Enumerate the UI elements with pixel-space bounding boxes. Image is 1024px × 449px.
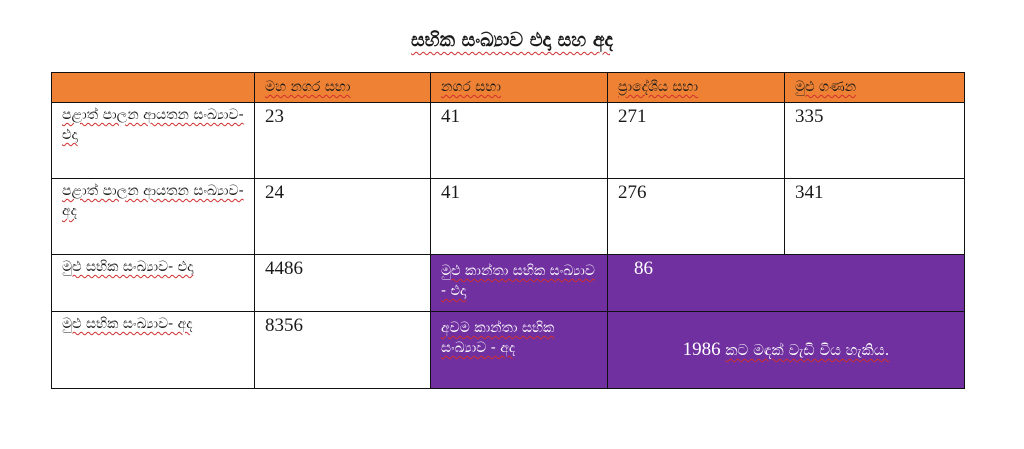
women-members-then-label: මුළු කාන්තා සභික සංඛ්‍යාව - එදා [430, 254, 608, 312]
row-label: පළාත් පාලන ආයතන සංඛ්‍යාව- එදා [51, 102, 255, 179]
table-cell: 8356 [254, 311, 431, 389]
comparison-table: මහ නගර සභා නගර සභා ප්‍රාදේශීය සභා මුළු ග… [51, 72, 965, 389]
table-cell: 24 [254, 178, 431, 255]
women-members-now-label: අවම කාන්තා සභික සංඛ්‍යාව - අද [430, 311, 608, 389]
row-label: මුළු සභික සංඛ්‍යාව- අද [51, 311, 255, 389]
table-row: මුළු සභික සංඛ්‍යාව- එදා 4486 මුළු කාන්තා… [51, 254, 965, 312]
table-cell: 41 [430, 178, 608, 255]
table-row: මුළු සභික සංඛ්‍යාව- අද 8356 අවම කාන්තා ස… [51, 311, 965, 389]
note-number: 1986 [682, 339, 721, 360]
header-cell-divisional-councils: ප්‍රාදේශීය සභා [607, 72, 785, 103]
header-cell-municipal-councils: මහ නගර සභා [254, 72, 431, 103]
page-title: සභික සංඛ්‍යාව එදා සහ අද [411, 29, 613, 51]
table-row: පළාත් පාලන ආයතන සංඛ්‍යාව- එදා 23 41 271 … [51, 102, 965, 179]
table-cell: 341 [784, 178, 965, 255]
women-members-then-value: 86 [607, 254, 965, 312]
table-cell: 4486 [254, 254, 431, 312]
header-cell-urban-councils: නගර සභා [430, 72, 608, 103]
header-cell-total: මුළු ගණන [784, 72, 965, 103]
table-cell: 41 [430, 102, 608, 179]
women-members-now-note: 1986 කට මඳක් වැඩි විය හැකිය. [607, 311, 965, 389]
table-header-row: මහ නගර සභා නගර සභා ප්‍රාදේශීය සභා මුළු ග… [51, 72, 965, 103]
row-label: මුළු සභික සංඛ්‍යාව- එදා [51, 254, 255, 312]
header-cell-empty [51, 72, 255, 103]
note-text: කට මඳක් වැඩි විය හැකිය. [725, 341, 890, 359]
table-cell: 23 [254, 102, 431, 179]
row-label: පළාත් පාලන ආයතන සංඛ්‍යාව- අද [51, 178, 255, 255]
table-cell: 271 [607, 102, 785, 179]
table-cell: 276 [607, 178, 785, 255]
table-cell: 335 [784, 102, 965, 179]
table-row: පළාත් පාලන ආයතන සංඛ්‍යාව- අද 24 41 276 3… [51, 178, 965, 255]
